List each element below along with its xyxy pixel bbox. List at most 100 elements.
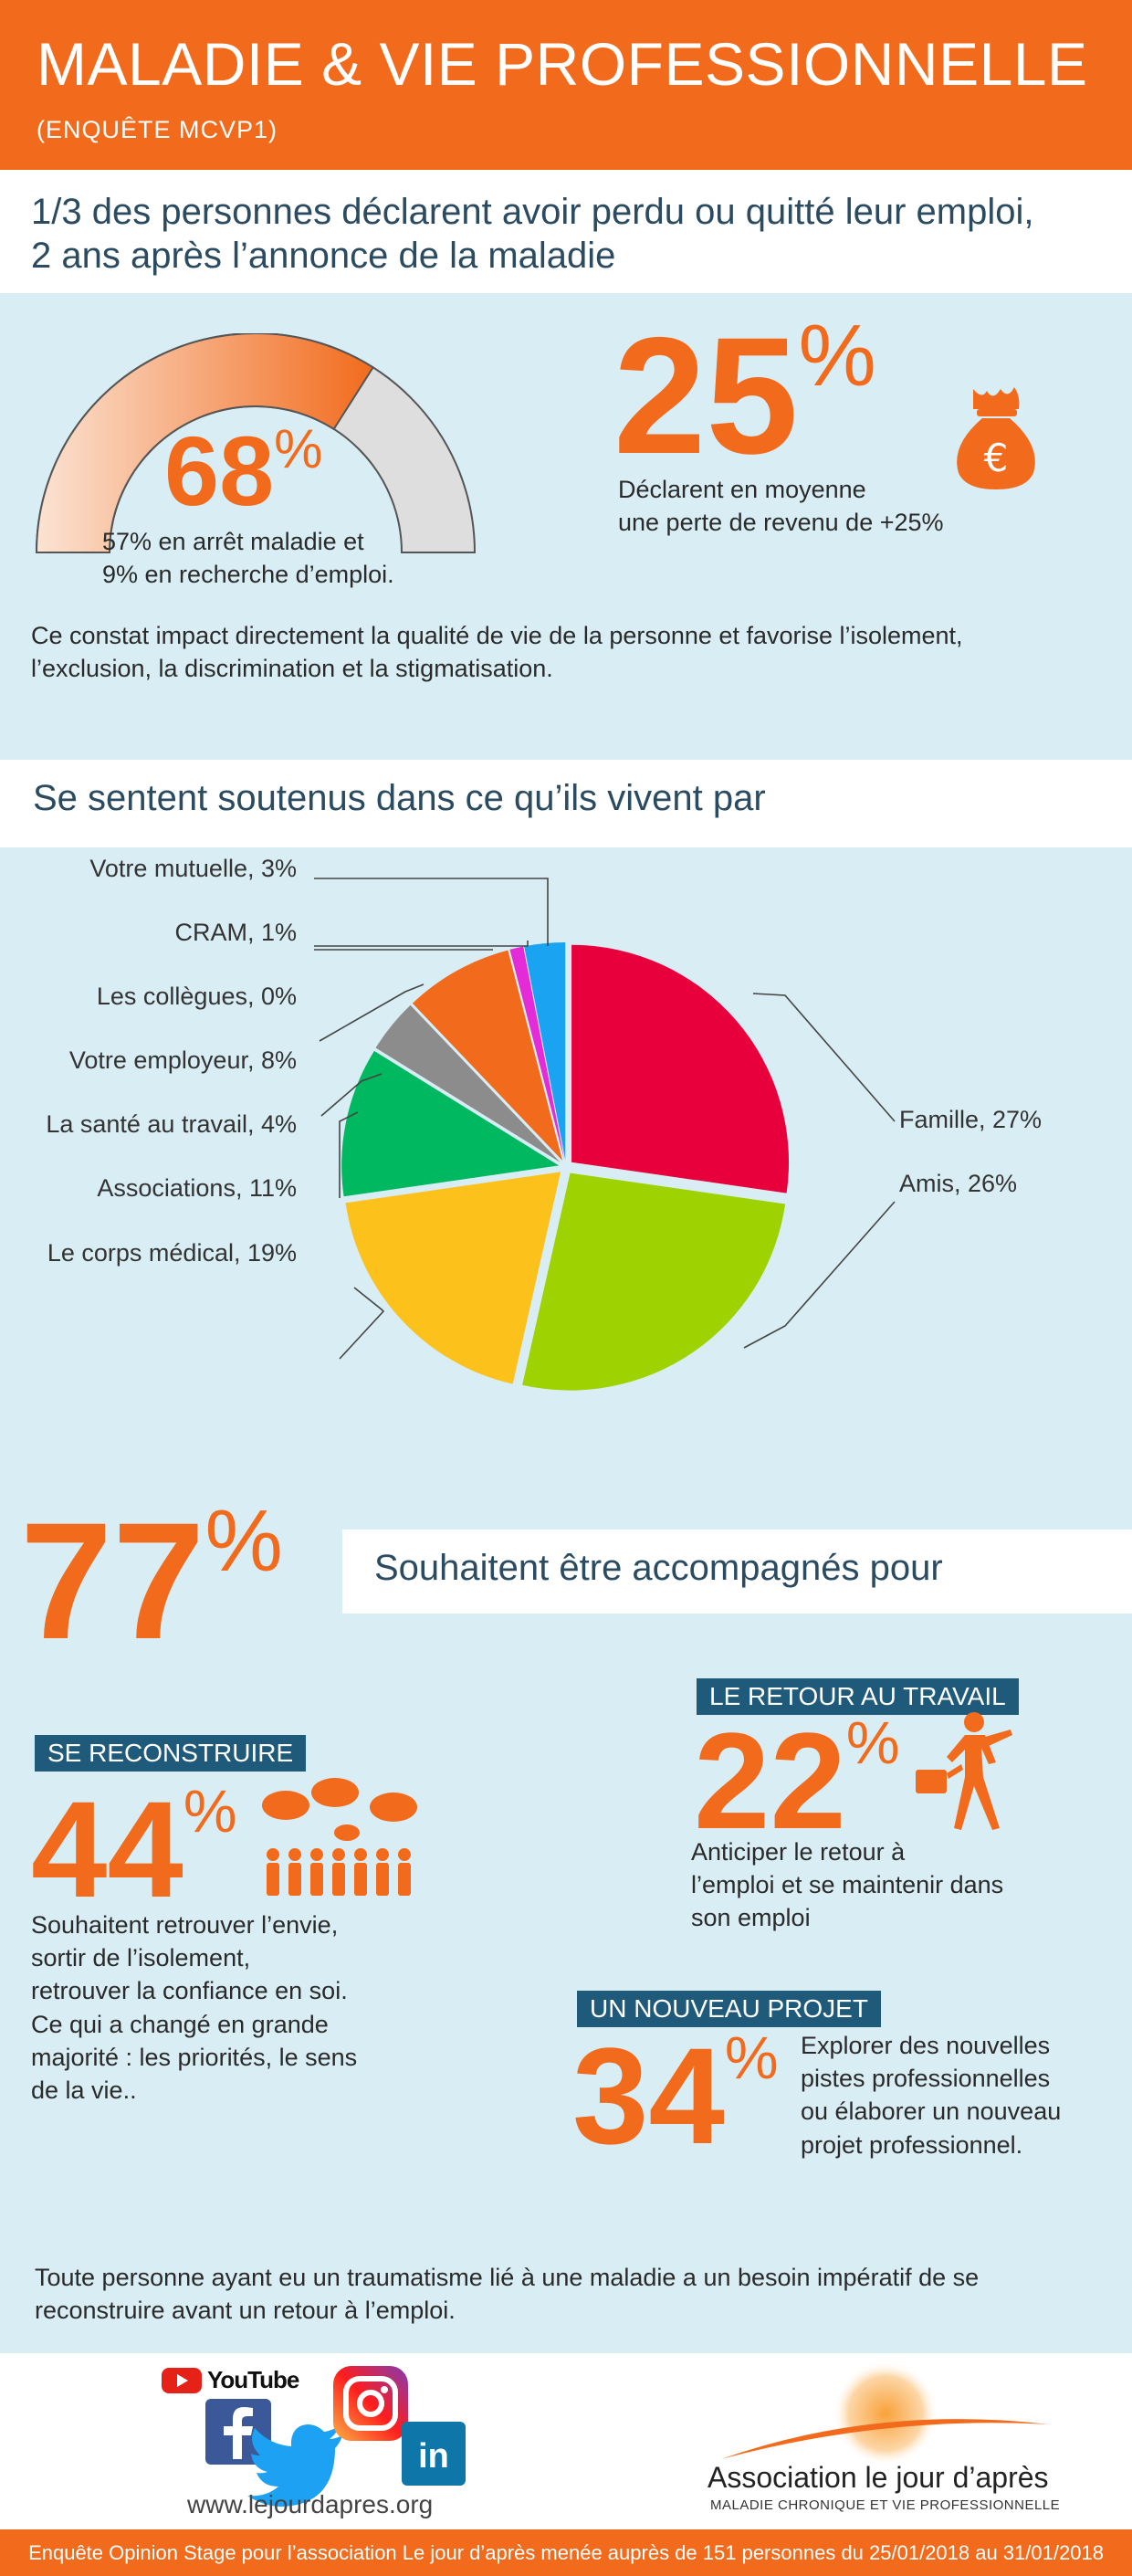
twitter-icon[interactable] (242, 2419, 351, 2510)
gauge-value-group: 68% (164, 422, 323, 520)
source-bar: Enquête Opinion Stage pour l’association… (0, 2529, 1132, 2576)
rebuild-tag: SE RECONSTRUIRE (35, 1735, 307, 1772)
youtube-icon (162, 2368, 202, 2393)
project-line-4: projet professionnel. (801, 2130, 1023, 2159)
return-tag: LE RETOUR AU TRAVAIL (697, 1678, 1019, 1715)
source-note: Enquête Opinion Stage pour l’association… (28, 2541, 1104, 2564)
revenue-value: 25 (613, 302, 799, 489)
project-percent-sign: % (724, 2024, 779, 2091)
youtube-logo[interactable]: YouTube (160, 2362, 320, 2395)
gauge-percent-sign: % (274, 418, 323, 479)
pie-leader-line (319, 983, 424, 1042)
return-value-group: 22% (694, 1712, 900, 1849)
businesswoman-walking-icon (908, 1709, 1027, 1837)
pie-label-votre-mutuelle: Votre mutuelle, 3% (89, 855, 297, 882)
pie-slice-votre-employeur (412, 950, 563, 1162)
gauge-value: 68 (164, 415, 275, 526)
return-text: Anticiper le retour à l’emploi et se mai… (691, 1835, 1003, 1935)
pie-label-amis: Amis, 26% (899, 1170, 1018, 1197)
svg-text:€: € (984, 436, 1009, 480)
conclusion-line-2: reconstruire avant un retour à l’emploi. (35, 2297, 456, 2325)
project-tag: UN NOUVEAU PROJET (577, 1991, 881, 2027)
support-band: Se sentent soutenus dans ce qu’ils viven… (0, 760, 1132, 847)
pie-leader-line (314, 878, 549, 946)
svg-text:in: in (418, 2437, 449, 2476)
rebuild-line-2: sortir de l’isolement, (31, 1944, 251, 1972)
org-tagline: MALADIE CHRONIQUE ET VIE PROFESSIONNELLE (710, 2497, 1061, 2513)
accompany-heading: Souhaitent être accompagnés pour (374, 1548, 943, 1588)
conclusion-line-1: Toute personne ayant eu un traumatisme l… (35, 2264, 980, 2291)
pie-leader-line (320, 1073, 383, 1117)
pie-leader-line (752, 993, 896, 1122)
rebuild-line-3: retrouver la confiance en soi. (31, 1977, 348, 2005)
rebuild-value-group: 44% (31, 1781, 237, 1918)
website-link[interactable]: www.lejourdapres.org (187, 2490, 434, 2518)
pie-leader-line (339, 1287, 385, 1360)
rebuild-text: Souhaitent retrouver l’envie, sortir de … (31, 1908, 357, 2107)
gauge-fill (35, 332, 374, 553)
pie-slice-le-corps-m-dical (345, 1172, 561, 1384)
pie-slice-la-sant-au-travail (375, 1004, 561, 1162)
revenue-caption: Déclarent en moyenne une perte de revenu… (618, 473, 944, 539)
pie-slice-famille (571, 944, 790, 1193)
pie-label-la-sant-au-travail: La santé au travail, 4% (46, 1110, 297, 1138)
impact-line-2: l’exclusion, la discrimination et la sti… (31, 655, 553, 683)
pie-label-famille: Famille, 27% (899, 1106, 1043, 1133)
conclusion-text: Toute personne ayant eu un traumatisme l… (35, 2261, 979, 2327)
group-talking-icon (260, 1776, 420, 1899)
accompany-value-group: 77% (20, 1498, 283, 1665)
gauge-caption-line-2: 9% en recherche d’emploi. (102, 561, 394, 589)
header-banner: MALADIE & VIE PROFESSIONNELLE (ENQUÊTE M… (0, 0, 1132, 170)
revenue-caption-line-2: une perte de revenu de +25% (618, 509, 944, 537)
revenue-caption-line-1: Déclarent en moyenne (618, 476, 866, 503)
impact-line-1: Ce constat impact directement la qualité… (31, 622, 963, 649)
gauge-chart (35, 332, 477, 553)
pie-label-les-coll-gues: Les collègues, 0% (96, 983, 297, 1010)
return-line-2: l’emploi et se maintenir dans (691, 1871, 1004, 1899)
impact-text: Ce constat impact directement la qualité… (31, 619, 963, 685)
accompany-percent-sign: % (204, 1492, 283, 1590)
instagram-icon[interactable] (333, 2366, 408, 2441)
pie-leader-line (743, 1201, 896, 1349)
pie-slice-associations (341, 1050, 560, 1197)
pie-slice-amis (522, 1172, 786, 1391)
project-value-group: 34% (572, 2027, 779, 2164)
gauge-caption: 57% en arrêt maladie et 9% en recherche … (102, 525, 394, 591)
pie-label-le-corps-m-dical: Le corps médical, 19% (47, 1239, 297, 1267)
footer: YouTube in www.lejourdapres.org Associat… (0, 2353, 1132, 2529)
accompany-band: Souhaitent être accompagnés pour (342, 1530, 1132, 1614)
return-percent-sign: % (845, 1709, 900, 1776)
support-heading: Se sentent soutenus dans ce qu’ils viven… (33, 778, 766, 818)
pie-leader-line (314, 941, 529, 947)
project-text: Explorer des nouvelles pistes profession… (801, 2029, 1061, 2161)
revenue-percent-sign: % (798, 307, 876, 405)
intro-line-2: 2 ans après l’annonce de la maladie (31, 236, 616, 276)
project-value: 34 (572, 2019, 725, 2172)
pie-slice-votre-mutuelle (524, 942, 566, 1161)
return-line-3: son emploi (691, 1904, 811, 1932)
pie-leader-line (339, 1111, 359, 1198)
rebuild-line-6: de la vie.. (31, 2076, 137, 2104)
return-value: 22 (694, 1704, 846, 1857)
pie-label-associations: Associations, 11% (97, 1174, 297, 1202)
pie-slices (341, 942, 790, 1391)
linkedin-icon[interactable]: in (402, 2422, 466, 2486)
accompany-value: 77 (20, 1488, 205, 1674)
money-bag-euro-icon: € (946, 382, 1046, 491)
rebuild-value: 44 (31, 1772, 183, 1926)
org-name: Association le jour d’après (708, 2461, 1049, 2494)
intro-band: 1/3 des personnes déclarent avoir perdu … (0, 170, 1132, 293)
pie-label-votre-employeur: Votre employeur, 8% (68, 1046, 297, 1074)
return-line-1: Anticiper le retour à (691, 1838, 906, 1866)
pie-leader-lines (314, 878, 896, 1360)
pie-slice-cram (509, 946, 565, 1161)
page-title: MALADIE & VIE PROFESSIONNELLE (37, 30, 1088, 98)
rebuild-line-5: majorité : les priorités, le sens (31, 2043, 358, 2071)
gauge-caption-line-1: 57% en arrêt maladie et (102, 528, 364, 555)
rebuild-percent-sign: % (183, 1777, 237, 1845)
project-line-3: ou élaborer un nouveau (801, 2098, 1062, 2126)
rebuild-line-1: Souhaitent retrouver l’envie, (31, 1911, 339, 1939)
project-line-2: pistes professionnelles (801, 2065, 1051, 2093)
sun-logo-icon (712, 2359, 1059, 2468)
youtube-label: YouTube (207, 2366, 299, 2393)
